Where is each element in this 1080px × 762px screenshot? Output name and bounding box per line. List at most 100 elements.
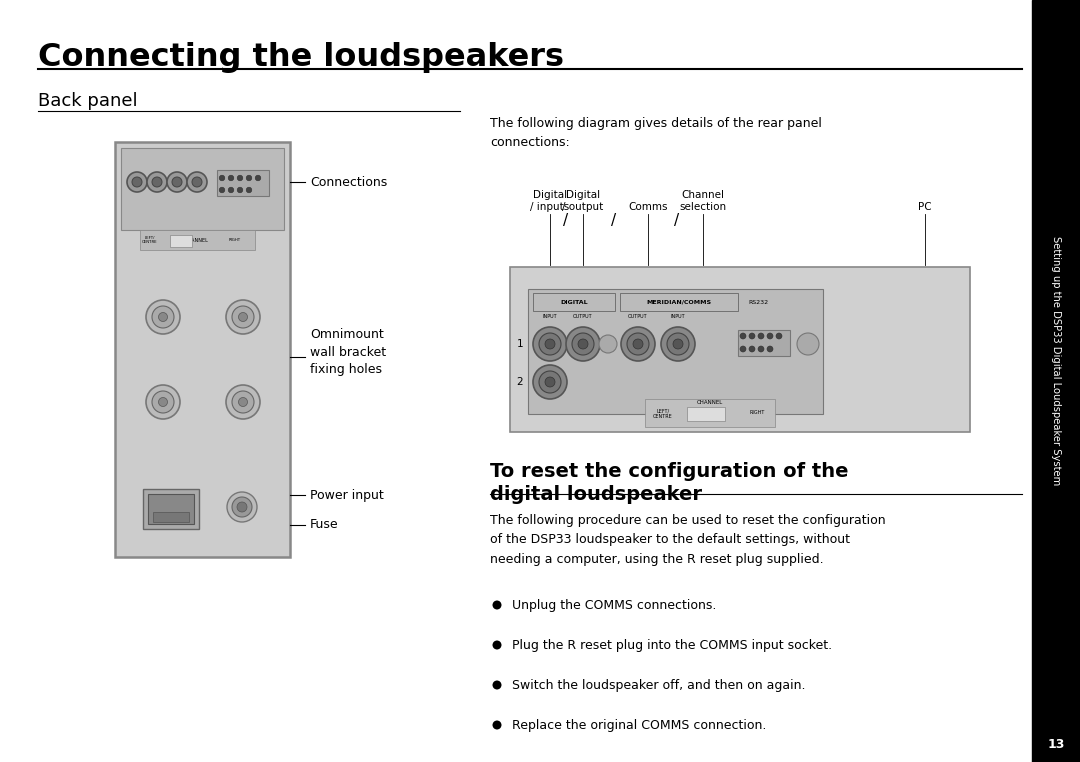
Bar xyxy=(148,494,194,524)
Bar xyxy=(217,170,269,196)
Circle shape xyxy=(667,333,689,355)
Text: Digital
/ output: Digital / output xyxy=(563,190,604,212)
Bar xyxy=(645,399,775,427)
Text: Comms: Comms xyxy=(629,202,667,212)
Text: The following diagram gives details of the rear panel
connections:: The following diagram gives details of t… xyxy=(490,117,822,149)
Circle shape xyxy=(246,187,252,193)
Circle shape xyxy=(767,346,773,352)
Circle shape xyxy=(232,497,252,517)
Circle shape xyxy=(492,680,501,690)
Bar xyxy=(528,289,823,414)
Circle shape xyxy=(750,333,755,339)
Circle shape xyxy=(127,172,147,192)
Bar xyxy=(153,512,189,522)
Bar xyxy=(114,142,291,557)
Bar xyxy=(534,293,615,311)
Text: PC: PC xyxy=(918,202,932,212)
Circle shape xyxy=(132,177,141,187)
Circle shape xyxy=(152,391,174,413)
Circle shape xyxy=(534,327,567,361)
Circle shape xyxy=(539,333,561,355)
Circle shape xyxy=(228,187,233,193)
Circle shape xyxy=(147,172,167,192)
Circle shape xyxy=(152,306,174,328)
Bar xyxy=(620,293,738,311)
Text: Power input: Power input xyxy=(310,488,383,501)
Text: Channel
selection: Channel selection xyxy=(679,190,727,212)
Circle shape xyxy=(146,385,180,419)
Text: Back panel: Back panel xyxy=(38,92,137,110)
Circle shape xyxy=(673,339,683,349)
Circle shape xyxy=(566,327,600,361)
Circle shape xyxy=(767,333,773,339)
Circle shape xyxy=(777,333,782,339)
Circle shape xyxy=(232,306,254,328)
Circle shape xyxy=(758,346,764,352)
Circle shape xyxy=(152,177,162,187)
Text: INPUT: INPUT xyxy=(542,315,557,319)
Circle shape xyxy=(238,175,243,181)
Circle shape xyxy=(255,175,260,181)
Circle shape xyxy=(226,300,260,334)
Text: To reset the configuration of the
digital loudspeaker: To reset the configuration of the digita… xyxy=(490,462,849,504)
Circle shape xyxy=(534,365,567,399)
Circle shape xyxy=(192,177,202,187)
Text: LEFT/
CENTRE: LEFT/ CENTRE xyxy=(653,408,673,419)
Circle shape xyxy=(226,385,260,419)
Text: 1: 1 xyxy=(516,339,524,349)
Text: Switch the loudspeaker off, and then on again.: Switch the loudspeaker off, and then on … xyxy=(512,678,806,691)
Text: Fuse: Fuse xyxy=(310,518,339,532)
Circle shape xyxy=(492,641,501,649)
Bar xyxy=(687,407,725,421)
Circle shape xyxy=(239,312,247,322)
Bar xyxy=(143,489,199,529)
Circle shape xyxy=(237,502,247,512)
Circle shape xyxy=(167,172,187,192)
Circle shape xyxy=(159,398,167,406)
Text: Replace the original COMMS connection.: Replace the original COMMS connection. xyxy=(512,719,767,732)
Bar xyxy=(1032,0,1080,762)
Circle shape xyxy=(539,371,561,393)
Circle shape xyxy=(219,175,225,181)
Text: LEFT/
CENTRE: LEFT/ CENTRE xyxy=(143,235,158,245)
Text: CHANNEL: CHANNEL xyxy=(185,238,208,242)
Circle shape xyxy=(187,172,207,192)
Bar xyxy=(738,330,789,356)
Circle shape xyxy=(750,346,755,352)
Bar xyxy=(121,148,284,230)
Text: /: / xyxy=(674,213,679,228)
Circle shape xyxy=(758,333,764,339)
Text: RIGHT: RIGHT xyxy=(229,238,241,242)
Circle shape xyxy=(159,312,167,322)
Circle shape xyxy=(246,175,252,181)
Bar xyxy=(510,267,970,432)
Circle shape xyxy=(621,327,654,361)
Circle shape xyxy=(599,335,617,353)
Circle shape xyxy=(797,333,819,355)
Text: RIGHT: RIGHT xyxy=(750,411,765,415)
Circle shape xyxy=(146,300,180,334)
Circle shape xyxy=(627,333,649,355)
Text: Plug the R reset plug into the COMMS input socket.: Plug the R reset plug into the COMMS inp… xyxy=(512,639,832,652)
Bar xyxy=(140,230,255,250)
Circle shape xyxy=(545,339,555,349)
Text: Unplug the COMMS connections.: Unplug the COMMS connections. xyxy=(512,598,716,611)
Circle shape xyxy=(740,346,746,352)
Circle shape xyxy=(572,333,594,355)
Text: Setting up the DSP33 Digital Loudspeaker System: Setting up the DSP33 Digital Loudspeaker… xyxy=(1051,236,1061,485)
Circle shape xyxy=(238,187,243,193)
Circle shape xyxy=(227,492,257,522)
Circle shape xyxy=(661,327,696,361)
Text: RS232: RS232 xyxy=(748,299,768,305)
Bar xyxy=(170,235,192,247)
Circle shape xyxy=(633,339,643,349)
Circle shape xyxy=(228,175,233,181)
Circle shape xyxy=(578,339,588,349)
Text: DIGITAL: DIGITAL xyxy=(561,299,588,305)
Text: /: / xyxy=(564,213,568,228)
Text: Digital
/ inputs: Digital / inputs xyxy=(530,190,569,212)
Text: Connections: Connections xyxy=(310,175,388,188)
Text: 13: 13 xyxy=(1048,738,1065,751)
Circle shape xyxy=(740,333,746,339)
Circle shape xyxy=(219,187,225,193)
